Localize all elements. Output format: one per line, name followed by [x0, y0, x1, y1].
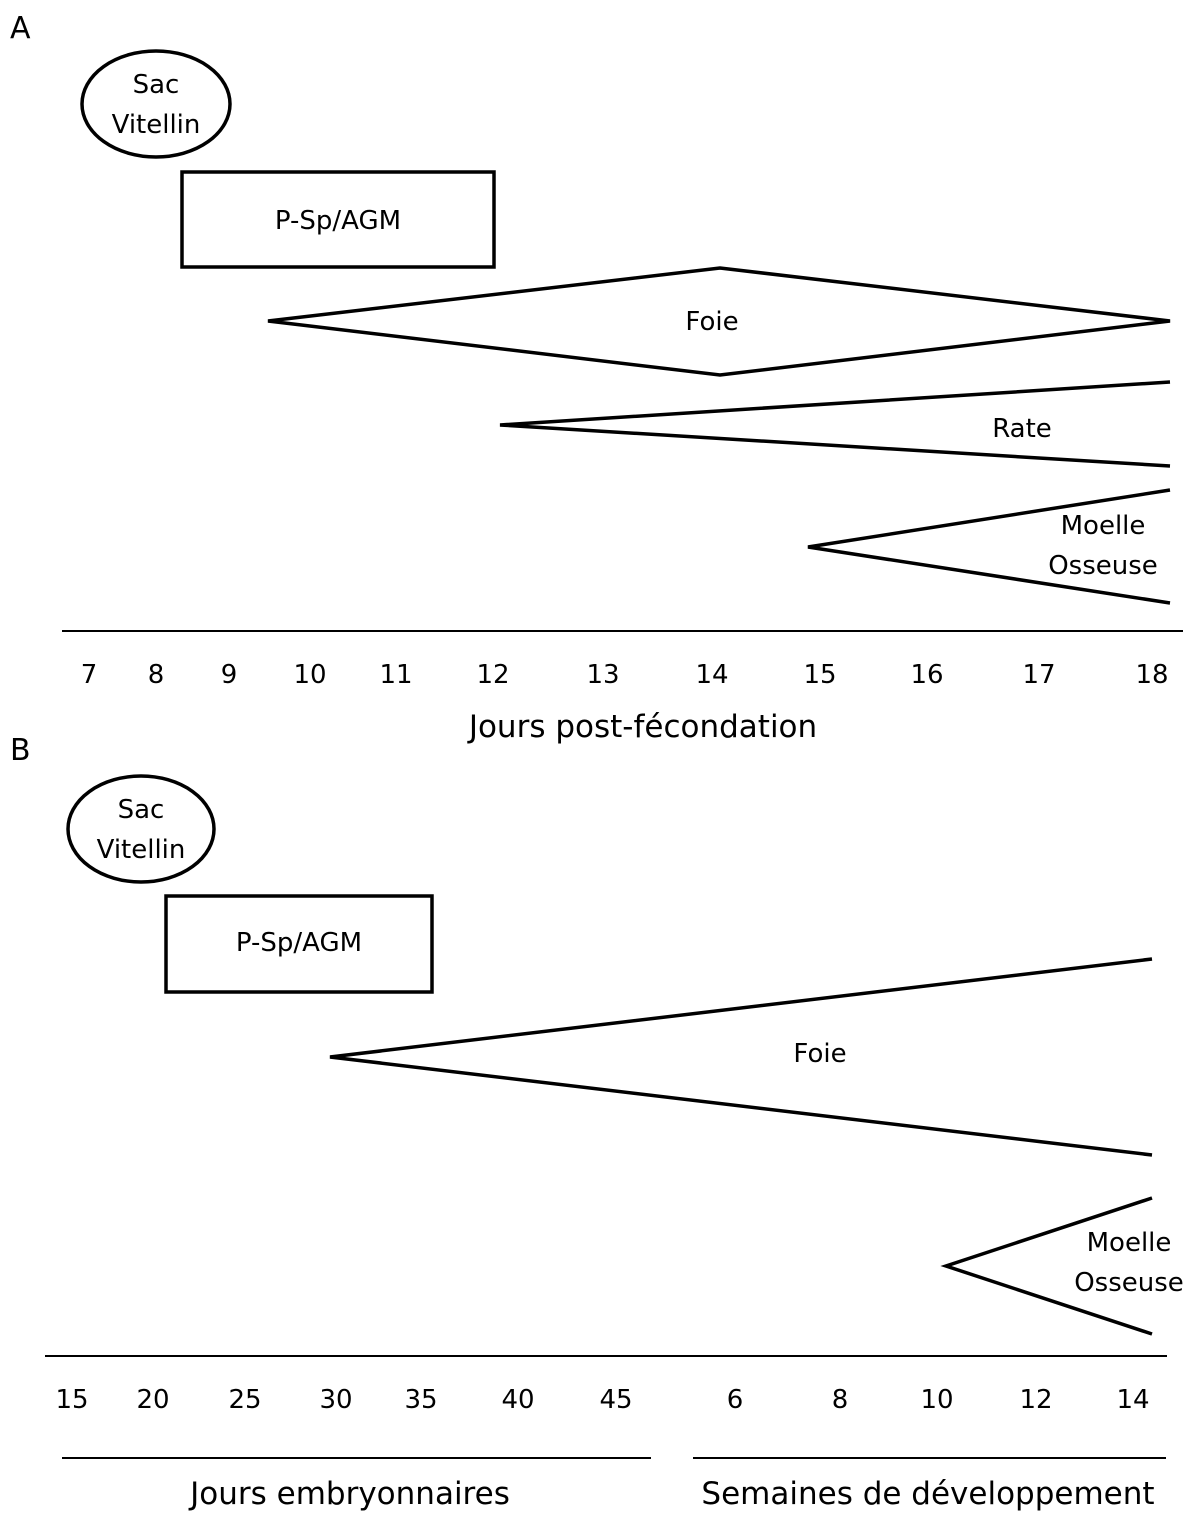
panel-a-psp-agm-label: P-Sp/AGM	[275, 206, 401, 236]
panel-b-week-tick-label: 6	[727, 1385, 744, 1415]
panel-b-psp-agm: P-Sp/AGM	[164, 894, 434, 994]
panel-b-day-tick-label: 35	[404, 1385, 437, 1415]
panel-a-tick-label: 15	[803, 660, 836, 690]
panel-a-tick-label: 11	[379, 660, 412, 690]
panel-a-tick-label: 14	[695, 660, 728, 690]
panel-b-liver-label: Foie	[793, 1039, 846, 1069]
panel-a: A Sac Vitellin P-Sp/AGM Foie Rate Moelle…	[10, 11, 1183, 745]
panel-a-tick-label: 13	[586, 660, 619, 690]
panel-b-day-tick-label: 40	[501, 1385, 534, 1415]
panel-a-bone-marrow-wedge	[807, 488, 1171, 605]
panel-b-letter: B	[10, 733, 31, 768]
panel-b-yolk-sac-label-line1: Sac	[118, 795, 165, 825]
panel-b-day-tick-label: 20	[136, 1385, 169, 1415]
panel-a-axis-title: Jours post-fécondation	[467, 709, 817, 745]
panel-b-psp-agm-label: P-Sp/AGM	[236, 928, 362, 958]
panel-b: B Sac Vitellin P-Sp/AGM Foie Moelle Osse…	[10, 733, 1184, 1512]
panel-b-bone-marrow-wedge	[940, 1196, 1153, 1336]
panel-a-bone-marrow-label-line1: Moelle	[1061, 511, 1146, 541]
panel-a-letter: A	[10, 11, 31, 46]
panel-b-yolk-sac-ellipse	[66, 774, 216, 884]
panel-b-week-tick-label: 10	[920, 1385, 953, 1415]
panel-a-yolk-sac-label-line2: Vitellin	[112, 110, 201, 140]
panel-a-tick-labels: 7 8 9 10 11 12 13 14 15 16 17 18	[81, 660, 1169, 690]
panel-a-tick-label: 17	[1022, 660, 1055, 690]
panel-b-week-tick-label: 8	[832, 1385, 849, 1415]
panel-a-yolk-sac-ellipse	[80, 49, 232, 159]
panel-b-day-tick-label: 15	[55, 1385, 88, 1415]
panel-b-day-tick-label: 25	[228, 1385, 261, 1415]
panel-b-tick-labels-days: 15 20 25 30 35 40 45	[55, 1385, 632, 1415]
panel-b-bone-marrow-label-line2: Osseuse	[1074, 1268, 1184, 1298]
panel-a-spleen-label: Rate	[992, 414, 1052, 444]
panel-b-psp-agm-box	[164, 894, 434, 994]
panel-a-psp-agm: P-Sp/AGM	[180, 170, 496, 269]
panel-b-week-tick-label: 12	[1019, 1385, 1052, 1415]
panel-b-yolk-sac-label-line2: Vitellin	[97, 835, 186, 865]
panel-b-day-tick-label: 45	[599, 1385, 632, 1415]
panel-a-tick-label: 12	[476, 660, 509, 690]
panel-a-tick-label: 10	[293, 660, 326, 690]
panel-a-tick-label: 16	[910, 660, 943, 690]
panel-a-tick-label: 18	[1135, 660, 1168, 690]
panel-a-psp-agm-box	[180, 170, 496, 269]
panel-b-liver-wedge	[329, 957, 1153, 1157]
panel-b-bone-marrow-label-line1: Moelle	[1087, 1228, 1172, 1258]
panel-b-bone-marrow: Moelle Osseuse	[940, 1196, 1184, 1336]
panel-a-yolk-sac-label-line1: Sac	[133, 70, 180, 100]
panel-a-tick-label: 7	[81, 660, 98, 690]
panel-a-tick-label: 8	[148, 660, 165, 690]
panel-a-spleen-wedge	[499, 380, 1171, 468]
panel-a-spleen: Rate	[499, 380, 1171, 468]
panel-b-week-tick-label: 14	[1116, 1385, 1149, 1415]
panel-a-bone-marrow-label-line2: Osseuse	[1048, 551, 1158, 581]
panel-b-yolk-sac: Sac Vitellin	[66, 774, 216, 884]
panel-a-liver-label: Foie	[685, 307, 738, 337]
panel-b-days-axis-title: Jours embryonnaires	[188, 1476, 510, 1512]
panel-a-liver-diamond	[267, 266, 1171, 377]
panel-b-weeks-axis-title: Semaines de développement	[701, 1476, 1154, 1512]
panel-a-bone-marrow: Moelle Osseuse	[807, 488, 1171, 605]
panel-b-tick-labels-weeks: 6 8 10 12 14	[727, 1385, 1150, 1415]
panel-a-liver: Foie	[267, 266, 1171, 377]
panel-a-yolk-sac: Sac Vitellin	[80, 49, 232, 159]
panel-a-tick-label: 9	[221, 660, 238, 690]
panel-b-liver: Foie	[329, 957, 1153, 1157]
panel-b-day-tick-label: 30	[319, 1385, 352, 1415]
